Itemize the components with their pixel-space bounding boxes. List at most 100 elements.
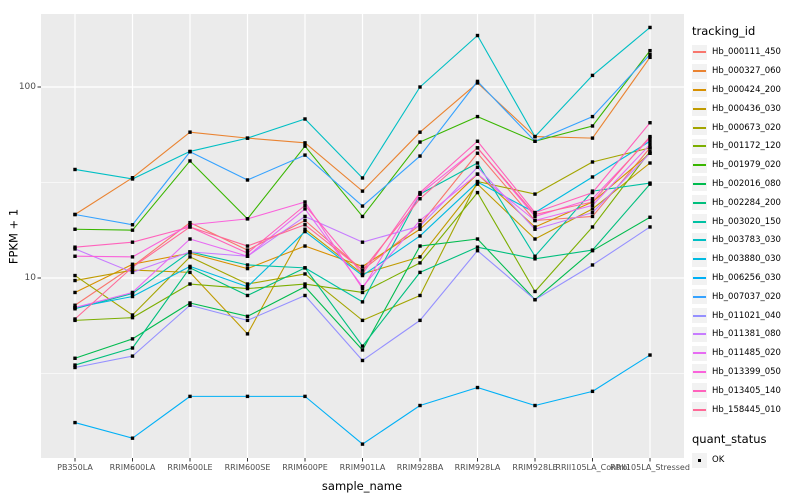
data-point-Hb_001172_120 bbox=[533, 289, 537, 294]
data-point-Hb_158445_010 bbox=[533, 212, 537, 217]
data-point-Hb_011021_040 bbox=[648, 225, 652, 229]
legend-item-label: Hb_001979_020 bbox=[712, 160, 781, 171]
data-point-Hb_002016_080 bbox=[360, 348, 365, 352]
data-point-Hb_007037_020 bbox=[648, 52, 652, 57]
data-point-Hb_003880_030 bbox=[590, 175, 595, 179]
legend-item-label: Hb_003020_150 bbox=[712, 216, 781, 227]
legend-item-label: Hb_007037_020 bbox=[712, 291, 781, 302]
data-point-Hb_006256_030 bbox=[130, 436, 135, 440]
data-point-Hb_002016_080 bbox=[130, 337, 135, 341]
legend-key-line-icon bbox=[692, 308, 707, 324]
legend-key-color bbox=[693, 88, 706, 91]
data-point-Hb_000327_060 bbox=[648, 55, 652, 60]
data-point-Hb_000436_030 bbox=[648, 161, 652, 165]
data-point-Hb_013399_050 bbox=[130, 255, 135, 259]
data-point-Hb_000327_060 bbox=[590, 136, 595, 140]
legend-item-Hb_003783_030: Hb_003783_030 bbox=[692, 231, 800, 250]
data-point-Hb_006256_030 bbox=[360, 442, 365, 446]
legend-item-Hb_001172_120: Hb_001172_120 bbox=[692, 137, 800, 156]
data-point-Hb_007037_020 bbox=[590, 114, 595, 119]
data-point-Hb_158445_010 bbox=[360, 268, 365, 272]
legend-item-Hb_011381_080: Hb_011381_080 bbox=[692, 325, 800, 344]
legend-item-Hb_158445_010: Hb_158445_010 bbox=[692, 400, 800, 419]
data-point-Hb_158445_010 bbox=[245, 244, 250, 248]
legend-key-color bbox=[693, 239, 706, 242]
x-tick-label-PB350LA: PB350LA bbox=[57, 463, 93, 472]
legend-item-Hb_002016_080: Hb_002016_080 bbox=[692, 175, 800, 194]
data-point-Hb_000111_450 bbox=[245, 248, 250, 252]
legend-key-color bbox=[693, 408, 706, 411]
legend-key-line-icon bbox=[692, 402, 707, 418]
legend-key-square-icon bbox=[692, 452, 707, 468]
data-point-Hb_007037_020 bbox=[245, 178, 250, 182]
data-point-Hb_002016_080 bbox=[418, 244, 422, 248]
data-point-Hb_000673_020 bbox=[188, 255, 192, 259]
legend-item-Hb_000436_030: Hb_000436_030 bbox=[692, 99, 800, 118]
data-point-Hb_011381_080 bbox=[130, 270, 135, 275]
data-point-Hb_000424_200 bbox=[303, 244, 307, 248]
data-point-Hb_006256_030 bbox=[533, 403, 537, 408]
data-point-Hb_006256_030 bbox=[475, 385, 480, 390]
legend-key-color bbox=[693, 295, 706, 298]
legend-item-label: Hb_011021_040 bbox=[712, 310, 781, 321]
legend-key-line-icon bbox=[692, 82, 707, 98]
data-point-Hb_000436_030 bbox=[73, 278, 77, 283]
data-point-Hb_003020_150 bbox=[533, 254, 537, 258]
legend-item-label: Hb_011485_020 bbox=[712, 348, 781, 359]
data-point-Hb_006256_030 bbox=[303, 394, 307, 399]
legend-item-label: Hb_003783_030 bbox=[712, 235, 781, 246]
data-point-Hb_002284_200 bbox=[533, 257, 537, 261]
data-point-Hb_002284_200 bbox=[360, 344, 365, 348]
data-point-Hb_011485_020 bbox=[245, 254, 250, 258]
legend-key-line-icon bbox=[692, 176, 707, 192]
data-point-Hb_011381_080 bbox=[73, 247, 77, 251]
legend-item-label: Hb_003880_030 bbox=[712, 254, 781, 265]
legend-key-color bbox=[693, 70, 706, 73]
legend-key-line-icon bbox=[692, 101, 707, 117]
data-point-Hb_000111_450 bbox=[475, 151, 480, 155]
data-point-Hb_013405_140 bbox=[130, 240, 135, 244]
data-point-Hb_006256_030 bbox=[188, 394, 192, 399]
legend-key-line-icon bbox=[692, 195, 707, 211]
data-point-Hb_002016_080 bbox=[245, 314, 250, 319]
legend-item-Hb_000424_200: Hb_000424_200 bbox=[692, 81, 800, 100]
legend-key-line-icon bbox=[692, 326, 707, 342]
legend-item-label: Hb_000436_030 bbox=[712, 103, 781, 114]
data-point-Hb_001172_120 bbox=[475, 190, 480, 195]
data-point-Hb_000111_450 bbox=[590, 214, 595, 219]
data-point-Hb_011485_020 bbox=[130, 290, 135, 295]
data-point-Hb_003783_030 bbox=[73, 167, 77, 172]
legend-key-color bbox=[693, 145, 706, 148]
legend-key-line-icon bbox=[692, 289, 707, 305]
data-point-Hb_001979_020 bbox=[73, 227, 77, 231]
data-point-Hb_013399_050 bbox=[73, 254, 77, 258]
legend-item-Hb_013399_050: Hb_013399_050 bbox=[692, 363, 800, 382]
data-point-Hb_001979_020 bbox=[303, 144, 307, 148]
data-point-Hb_000436_030 bbox=[245, 332, 250, 336]
legend-key-line-icon bbox=[692, 232, 707, 248]
data-point-Hb_011485_020 bbox=[188, 237, 192, 241]
y-axis-title: FPKM + 1 bbox=[6, 208, 21, 265]
data-point-Hb_013399_050 bbox=[533, 214, 537, 219]
legend-key-line-icon bbox=[692, 214, 707, 230]
data-point-Hb_000424_200 bbox=[130, 262, 135, 266]
data-point-Hb_002016_080 bbox=[73, 356, 77, 360]
data-point-Hb_011381_080 bbox=[418, 224, 422, 228]
legend-key-line-icon bbox=[692, 364, 707, 380]
data-point-Hb_000424_200 bbox=[360, 264, 365, 269]
data-point-Hb_003783_030 bbox=[590, 73, 595, 78]
legend-key-color bbox=[693, 51, 706, 54]
legend-item-Hb_000673_020: Hb_000673_020 bbox=[692, 118, 800, 137]
data-point-Hb_013405_140 bbox=[590, 190, 595, 195]
data-point-Hb_002284_200 bbox=[73, 363, 77, 367]
data-point-Hb_011021_040 bbox=[245, 318, 250, 323]
legend-item-Hb_003880_030: Hb_003880_030 bbox=[692, 250, 800, 269]
data-point-Hb_011021_040 bbox=[360, 358, 365, 363]
data-point-Hb_013405_140 bbox=[73, 245, 77, 249]
data-point-Hb_006256_030 bbox=[73, 420, 77, 425]
data-point-Hb_001979_020 bbox=[590, 124, 595, 128]
legend-item-label: Hb_011381_080 bbox=[712, 329, 781, 340]
data-point-Hb_011021_040 bbox=[418, 318, 422, 323]
